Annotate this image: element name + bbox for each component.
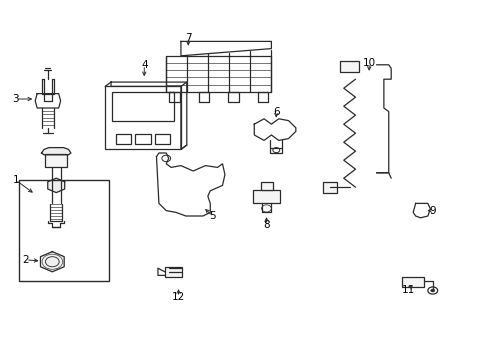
Bar (252, 190, 279, 203)
Polygon shape (41, 148, 71, 155)
Text: 11: 11 (401, 285, 414, 295)
Text: 12: 12 (171, 292, 185, 302)
Polygon shape (41, 252, 64, 272)
Text: 3: 3 (12, 94, 19, 104)
Bar (19, 180, 109, 281)
Text: 7: 7 (184, 33, 191, 43)
Text: 6: 6 (272, 107, 279, 117)
Text: 9: 9 (428, 206, 435, 216)
Text: 5: 5 (209, 211, 216, 221)
Bar (260, 182, 272, 190)
Bar (105, 86, 181, 149)
Bar (154, 134, 170, 144)
Bar (339, 61, 359, 72)
Text: 8: 8 (263, 220, 269, 230)
Bar (402, 277, 423, 287)
Text: 1: 1 (12, 175, 19, 185)
Bar (135, 134, 150, 144)
Polygon shape (48, 178, 64, 193)
Text: 10: 10 (362, 58, 375, 68)
Bar (166, 56, 271, 92)
Text: 4: 4 (141, 60, 147, 70)
Bar (164, 267, 182, 277)
Text: 2: 2 (22, 255, 29, 265)
Bar (45, 154, 67, 167)
Bar (115, 134, 131, 144)
Bar (322, 182, 337, 193)
Circle shape (430, 289, 434, 292)
Bar (112, 92, 173, 121)
